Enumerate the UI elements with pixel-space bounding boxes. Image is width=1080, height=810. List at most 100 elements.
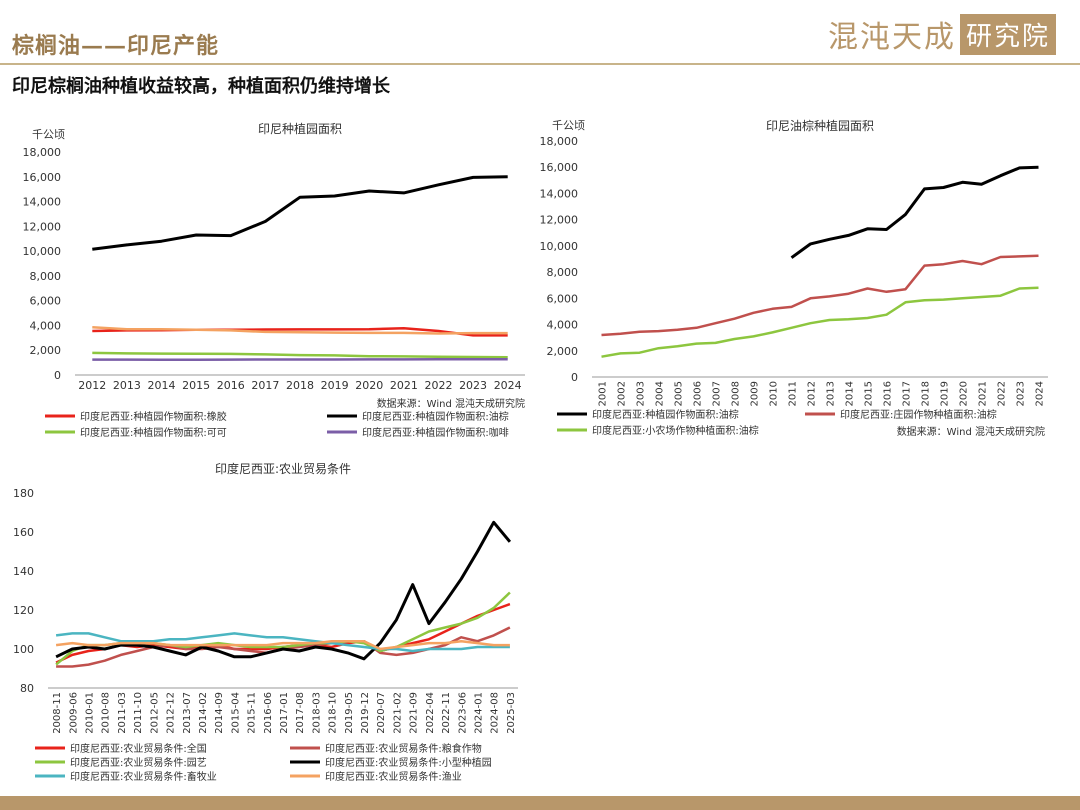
x-tick-label: 2025-03 — [506, 692, 517, 734]
x-tick-label: 2015 — [182, 379, 210, 392]
bottom-bar — [0, 796, 1080, 810]
x-tick-label: 2016 — [217, 379, 245, 392]
y-tick-label: 2,000 — [30, 344, 62, 357]
x-tick-label: 2020 — [355, 379, 383, 392]
series-line — [92, 358, 508, 362]
x-tick-label: 2017-08 — [295, 692, 306, 734]
page-header: 棕榈油——印尼产能 混沌天成 研究院 — [0, 0, 1080, 64]
x-tick-label: 2013 — [113, 379, 141, 392]
legend-label: 印度尼西亚:农业贸易条件:粮食作物 — [325, 742, 482, 755]
x-tick-label: 2011-10 — [133, 692, 144, 734]
x-tick-label: 2015 — [864, 381, 875, 406]
x-tick-label: 2016 — [883, 381, 894, 406]
x-tick-label: 2009-06 — [68, 692, 79, 734]
x-tick-label: 2014 — [845, 381, 856, 406]
series-line — [601, 286, 1039, 358]
chart-3: 印度尼西亚:农业贸易条件 80 100 120 140 160 180 2008-11 2009… — [13, 461, 518, 783]
series-line — [790, 165, 1039, 259]
legend-label: 印度尼西亚:农业贸易条件:渔业 — [325, 770, 462, 783]
logo-text: 混沌天成 — [827, 20, 956, 55]
x-tick-label: 2021 — [390, 379, 418, 392]
x-tick-label: 2012 — [807, 381, 818, 406]
y-tick-label: 4,000 — [30, 319, 62, 332]
source-note: 数据来源：Wind 混沌天成研究院 — [897, 425, 1045, 438]
x-tick-label: 2011-03 — [117, 692, 128, 734]
x-tick-label: 2013-07 — [182, 692, 193, 734]
x-tick-label: 2008-11 — [52, 692, 63, 734]
x-tick-label: 2019-12 — [360, 692, 371, 734]
source-note: 数据来源：Wind 混沌天成研究院 — [377, 397, 525, 410]
x-tick-label: 2023-06 — [457, 692, 468, 734]
x-tick-label: 2020-07 — [376, 692, 387, 734]
y-unit-label: 千公顷 — [552, 119, 585, 132]
y-tick-label: 80 — [20, 682, 34, 695]
y-tick-label: 4,000 — [547, 319, 579, 332]
y-tick-label: 14,000 — [23, 196, 62, 209]
y-tick-label: 6,000 — [30, 295, 62, 308]
chart-title: 印尼油棕种植园面积 — [766, 118, 874, 133]
chart-title: 印度尼西亚:农业贸易条件 — [215, 461, 351, 476]
x-tick-label: 2022 — [997, 381, 1008, 406]
legend-label: 印度尼西亚:农业贸易条件:畜牧业 — [70, 770, 217, 783]
y-tick-label: 100 — [13, 643, 34, 656]
x-tick-label: 2008 — [731, 381, 742, 406]
company-logo: 混沌天成 研究院 — [828, 12, 1056, 56]
title-divider — [0, 63, 1080, 65]
legend-label: 印度尼西亚:种植园作物面积:橡胶 — [80, 410, 227, 423]
y-tick-label: 6,000 — [547, 292, 579, 305]
x-tick-label: 2010-08 — [101, 692, 112, 734]
x-tick-label: 2014-09 — [214, 692, 225, 734]
x-tick-label: 2004 — [655, 381, 666, 406]
x-tick-label: 2005 — [674, 381, 685, 406]
legend-label: 印度尼西亚:农业贸易条件:园艺 — [70, 756, 207, 769]
y-tick-label: 0 — [54, 369, 61, 382]
legend-label: 印度尼西亚:种植园作物面积:咖啡 — [362, 426, 509, 439]
x-tick-label: 2024-01 — [473, 692, 484, 734]
x-tick-label: 2012-05 — [149, 692, 160, 734]
y-tick-label: 14,000 — [540, 187, 579, 200]
x-tick-label: 2022-04 — [425, 692, 436, 734]
series-line — [55, 639, 510, 651]
x-tick-label: 2024 — [494, 379, 522, 392]
y-tick-label: 8,000 — [30, 270, 62, 283]
y-tick-label: 18,000 — [23, 146, 62, 159]
x-tick-label: 2019 — [940, 381, 951, 406]
x-tick-label: 2018-10 — [328, 692, 339, 734]
x-tick-label: 2001 — [598, 381, 609, 406]
x-tick-label: 2002 — [617, 381, 628, 406]
y-tick-label: 140 — [13, 565, 34, 578]
x-tick-label: 2013 — [826, 381, 837, 406]
x-tick-label: 2018-03 — [311, 692, 322, 734]
y-tick-label: 180 — [13, 487, 34, 500]
x-tick-label: 2017 — [251, 379, 279, 392]
x-tick-label: 2014-02 — [198, 692, 209, 734]
x-tick-label: 2017-01 — [279, 692, 290, 734]
y-unit-label: 千公顷 — [32, 128, 65, 141]
x-tick-label: 2015-04 — [230, 692, 241, 734]
y-tick-label: 12,000 — [540, 214, 579, 227]
x-tick-label: 2017 — [902, 381, 913, 406]
series-line — [601, 254, 1039, 337]
y-tick-label: 16,000 — [540, 161, 579, 174]
series-line — [55, 520, 512, 661]
y-tick-label: 120 — [13, 604, 34, 617]
y-tick-label: 18,000 — [540, 135, 579, 148]
y-tick-label: 2,000 — [547, 345, 579, 358]
x-tick-label: 2006 — [693, 381, 704, 406]
chart-title: 印尼种植园面积 — [258, 121, 342, 136]
y-tick-label: 12,000 — [23, 220, 62, 233]
page-subtitle: 印尼棕榈油种植收益较高，种植面积仍维持增长 — [12, 76, 390, 97]
legend-label: 印度尼西亚:种植园作物面积:油棕 — [592, 408, 739, 421]
x-tick-label: 2023 — [1016, 381, 1027, 406]
series-line — [92, 175, 508, 251]
x-tick-label: 2021 — [978, 381, 989, 406]
x-tick-label: 2018 — [286, 379, 314, 392]
series-line — [55, 632, 510, 653]
series-line — [92, 326, 508, 335]
x-tick-label: 2024 — [1035, 381, 1046, 406]
x-tick-label: 2011 — [788, 381, 799, 406]
y-tick-label: 10,000 — [23, 245, 62, 258]
y-tick-label: 16,000 — [23, 171, 62, 184]
y-tick-label: 10,000 — [540, 240, 579, 253]
x-tick-label: 2014 — [148, 379, 176, 392]
